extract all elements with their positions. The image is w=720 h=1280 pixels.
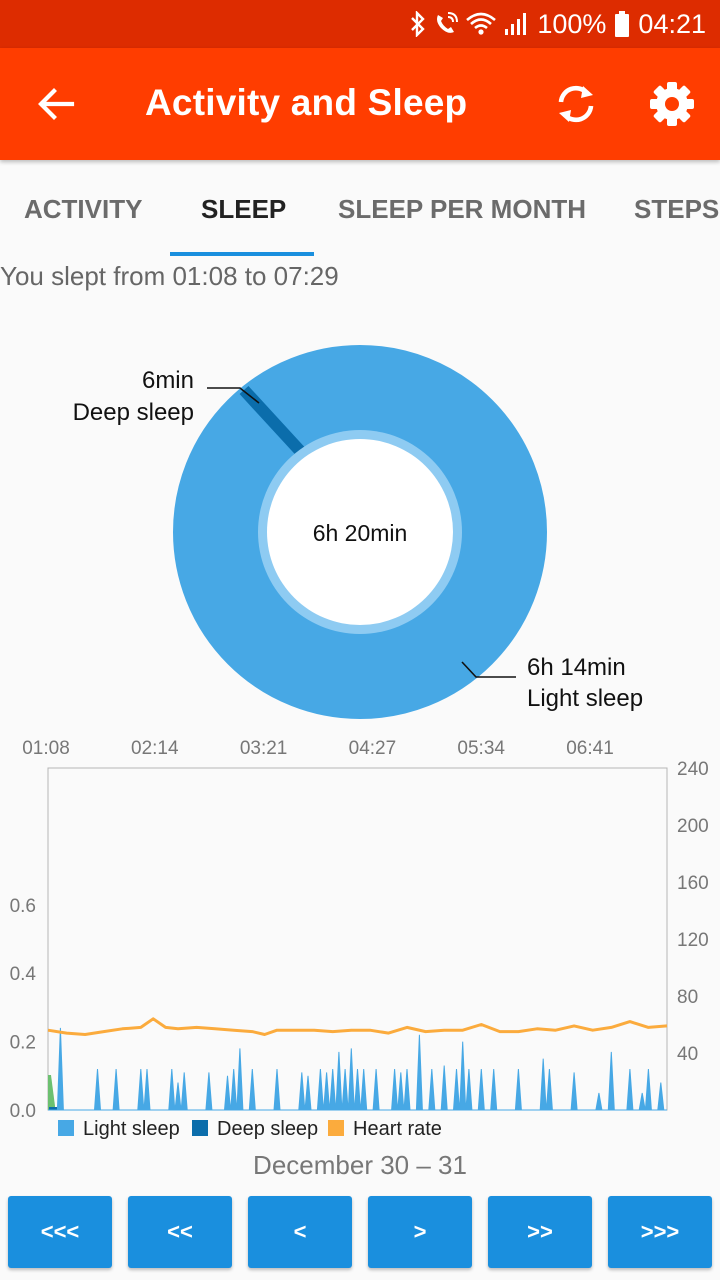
donut-svg: 6h 20min 6min Deep sleep 6h 14min Light … xyxy=(73,345,643,719)
back-week-button[interactable]: << xyxy=(128,1196,232,1268)
donut-hole xyxy=(267,439,453,625)
navigation-buttons: <<< << < > >> >>> xyxy=(0,1196,720,1268)
page-title: Activity and Sleep xyxy=(145,82,468,123)
sleep-summary: You slept from 01:08 to 07:29 xyxy=(0,261,339,291)
legend-label: Deep sleep xyxy=(217,1118,318,1140)
light-sleep-slice xyxy=(173,345,547,719)
tab-activity[interactable]: ACTIVITY xyxy=(24,194,143,224)
wifi-call-icon xyxy=(437,12,459,33)
arrow-back-icon[interactable] xyxy=(32,80,80,128)
heart-rate-line xyxy=(47,1017,668,1036)
light-sleep-leader-line xyxy=(461,661,516,678)
x-tick-label: 02:14 xyxy=(131,738,179,759)
y-right-tick-label: 80 xyxy=(677,987,698,1008)
deep-sleep-label: Deep sleep xyxy=(73,399,194,426)
bluetooth-icon xyxy=(411,11,426,37)
date-range-label: December 30 – 31 xyxy=(253,1150,467,1180)
y-left-tick-label: 0.0 xyxy=(10,1101,36,1122)
y-left-tick-label: 0.4 xyxy=(10,964,37,985)
y-right-tick-label: 120 xyxy=(677,930,709,951)
forward-week-button[interactable]: >> xyxy=(488,1196,592,1268)
deep-sleep-leader-line xyxy=(207,387,260,404)
sleep-timeline-chart: 01:08 02:14 03:21 04:27 05:34 06:41 0.0 0.2 0.4… xyxy=(0,730,720,1150)
status-right: 100% 04:21 xyxy=(409,8,706,40)
legend-swatch xyxy=(58,1120,74,1136)
tab-steps[interactable]: STEPS xyxy=(634,194,720,224)
x-tick-label: 04:27 xyxy=(349,738,397,759)
x-tick-label: 06:41 xyxy=(566,738,614,759)
tab-indicator xyxy=(170,252,314,256)
deep-sleep-value: 6min xyxy=(142,367,194,394)
wifi-icon xyxy=(466,12,497,35)
signal-icon xyxy=(505,13,527,35)
tab-sleep-per-month[interactable]: SLEEP PER MONTH xyxy=(338,194,587,224)
legend-label: Heart rate xyxy=(353,1118,442,1140)
light-sleep-area xyxy=(48,1027,667,1111)
light-sleep-value: 6h 14min xyxy=(527,654,626,681)
status-bar: 100% 04:21 xyxy=(0,0,720,48)
y-right-tick-label: 160 xyxy=(677,873,709,894)
status-icons xyxy=(409,11,529,37)
tab-bar: ACTIVITY SLEEP SLEEP PER MONTH STEPS xyxy=(0,160,720,256)
plot-frame xyxy=(47,767,668,1111)
light-sleep-label: Light sleep xyxy=(527,685,643,712)
first-button[interactable]: <<< xyxy=(8,1196,112,1268)
donut-total-label: 6h 20min xyxy=(313,520,408,546)
legend-swatch xyxy=(328,1120,344,1136)
y-left-tick-label: 0.6 xyxy=(10,896,36,917)
sync-icon[interactable] xyxy=(550,78,602,130)
y-right-tick-label: 240 xyxy=(677,759,709,780)
next-button[interactable]: > xyxy=(368,1196,472,1268)
previous-button[interactable]: < xyxy=(248,1196,352,1268)
battery-percent: 100% xyxy=(537,8,607,39)
gear-icon[interactable] xyxy=(646,78,698,130)
clock: 04:21 xyxy=(638,8,706,39)
timeline-svg: 01:08 02:14 03:21 04:27 05:34 06:41 0.0 0.2 0.4… xyxy=(10,738,709,1140)
y-left-tick-label: 0.2 xyxy=(10,1033,36,1054)
sleep-donut-chart: 6h 20min 6min Deep sleep 6h 14min Light … xyxy=(0,300,720,730)
tab-sleep[interactable]: SLEEP xyxy=(201,194,287,224)
y-right-tick-label: 40 xyxy=(677,1044,698,1065)
battery-icon xyxy=(615,11,630,37)
app-bar: Activity and Sleep xyxy=(0,48,720,160)
x-tick-label: 03:21 xyxy=(240,738,288,759)
y-right-tick-label: 200 xyxy=(677,816,709,837)
x-tick-label: 01:08 xyxy=(22,738,70,759)
legend-swatch xyxy=(192,1120,208,1136)
deep-sleep-area xyxy=(49,1107,57,1110)
x-tick-label: 05:34 xyxy=(457,738,505,759)
last-button[interactable]: >>> xyxy=(608,1196,712,1268)
legend-label: Light sleep xyxy=(83,1118,180,1140)
awake-area xyxy=(48,1075,55,1110)
